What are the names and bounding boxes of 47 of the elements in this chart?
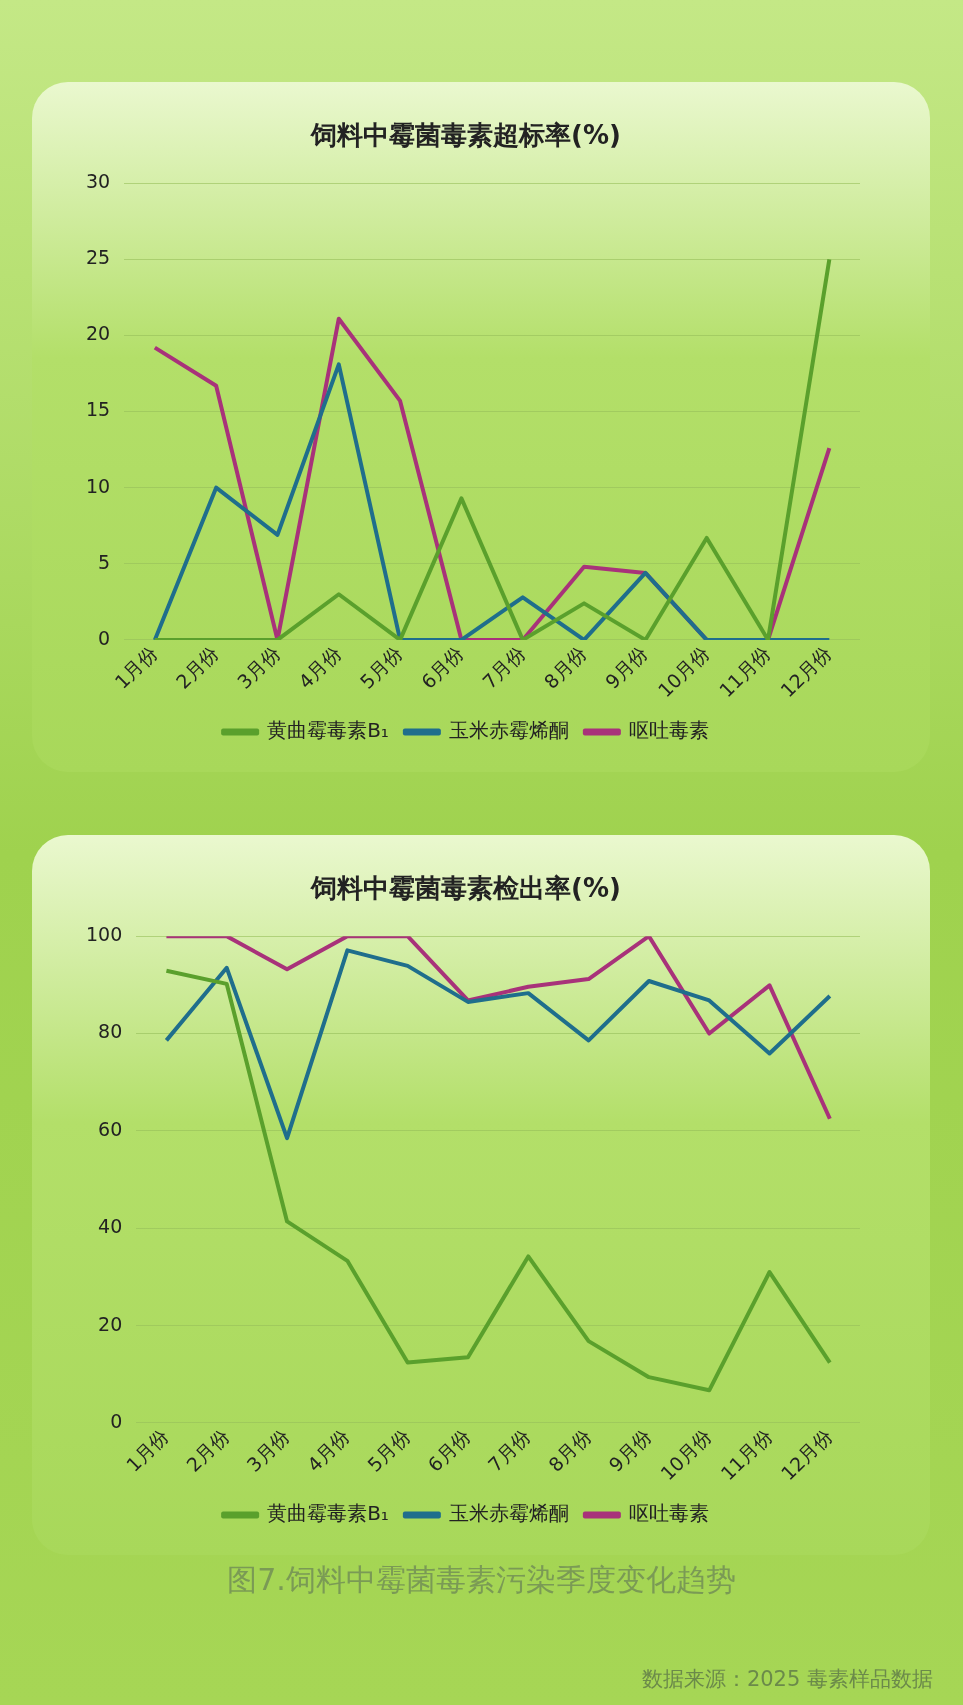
legend-label: 呕吐毒素 xyxy=(628,1501,709,1526)
y-tick-label: 20 xyxy=(85,322,111,345)
y-tick-label: 5 xyxy=(98,550,111,573)
x-tick-label: 8月份 xyxy=(539,641,591,693)
x-tick-label: 12月份 xyxy=(776,641,836,702)
x-tick-label: 1月份 xyxy=(110,641,162,693)
legend-label: 黄曲霉毒素B₁ xyxy=(267,718,389,743)
chart-title: 饲料中霉菌毒素超标率(%) xyxy=(310,120,621,151)
x-tick-label: 7月份 xyxy=(478,641,530,693)
x-tick-label: 5月份 xyxy=(355,641,407,693)
legend-label: 黄曲霉毒素B₁ xyxy=(267,1501,389,1526)
x-tick-label: 12月份 xyxy=(776,1424,837,1485)
source-note: 数据来源：2025 毒素样品数据 xyxy=(641,1666,933,1693)
x-tick-label: 6月份 xyxy=(416,641,468,693)
y-tick-label: 10 xyxy=(85,474,111,497)
y-tick-label: 15 xyxy=(85,398,111,421)
chart-title: 饲料中霉菌毒素检出率(%) xyxy=(310,873,621,904)
x-tick-label: 1月份 xyxy=(121,1424,173,1476)
y-tick-label: 0 xyxy=(110,1409,123,1432)
legend-label: 玉米赤霉烯酮 xyxy=(448,718,569,743)
x-tick-label: 4月份 xyxy=(302,1424,354,1476)
x-tick-label: 6月份 xyxy=(423,1424,475,1476)
y-tick-label: 25 xyxy=(85,246,111,269)
x-tick-label: 3月份 xyxy=(232,641,284,693)
x-tick-label: 2月份 xyxy=(182,1424,234,1476)
y-tick-label: 100 xyxy=(86,923,123,946)
y-tick-label: 0 xyxy=(98,626,111,649)
x-tick-label: 4月份 xyxy=(294,641,346,693)
x-tick-label: 9月份 xyxy=(600,641,652,693)
x-tick-label: 10月份 xyxy=(656,1424,716,1485)
y-tick-label: 30 xyxy=(85,170,111,193)
y-tick-label: 60 xyxy=(98,1117,123,1140)
x-tick-label: 5月份 xyxy=(363,1424,414,1476)
x-tick-label: 3月份 xyxy=(242,1424,294,1476)
legend-label: 呕吐毒素 xyxy=(628,718,709,743)
x-tick-label: 11月份 xyxy=(714,641,775,702)
x-tick-label: 9月份 xyxy=(604,1424,656,1476)
x-tick-label: 11月份 xyxy=(716,1424,776,1485)
y-tick-label: 20 xyxy=(98,1312,123,1335)
x-tick-label: 8月份 xyxy=(543,1424,595,1476)
legend-label: 玉米赤霉烯酮 xyxy=(448,1501,569,1526)
y-tick-label: 80 xyxy=(98,1020,123,1043)
y-tick-label: 40 xyxy=(98,1215,123,1238)
x-tick-label: 2月份 xyxy=(171,641,223,693)
x-tick-label: 7月份 xyxy=(483,1424,535,1476)
caption: 图7.饲料中霉菌毒素污染季度变化趋势 xyxy=(226,1561,737,1599)
x-tick-label: 10月份 xyxy=(653,641,714,702)
